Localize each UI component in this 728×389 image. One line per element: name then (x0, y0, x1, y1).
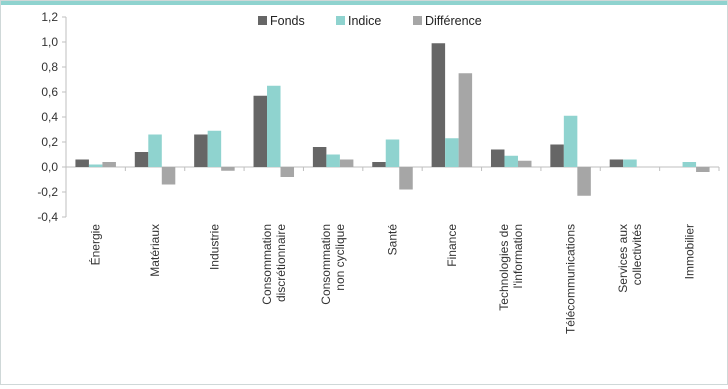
y-axis-tick-labels: -0,4 -0,2 0,0 0,2 0,4 0,6 0,8 1,0 1,2 (37, 10, 58, 224)
y-tick-label: 1,2 (41, 10, 58, 24)
y-tick-label: 0,4 (41, 110, 58, 124)
bar-diffrence-1 (161, 167, 176, 185)
bar-fonds-9 (609, 159, 624, 167)
bar-fonds-4 (312, 147, 327, 167)
bar-indice-2 (207, 130, 222, 167)
legend-swatch-indice (336, 16, 345, 25)
legend-label: Indice (348, 14, 381, 28)
x-category-label: Finance (445, 224, 459, 267)
bar-indice-8 (563, 115, 578, 167)
x-category-label-line: Matériaux (148, 224, 162, 277)
chart-axes (62, 16, 720, 218)
y-tick-label: -0,4 (37, 210, 58, 224)
x-category-label-line: Services aux (616, 224, 630, 293)
x-category-label: Services aux collectivités (616, 224, 644, 293)
x-category-label-line: Santé (386, 224, 400, 256)
bar-fonds-6 (431, 43, 446, 167)
bar-fonds-7 (490, 149, 505, 167)
x-category-label-line: Technologies de (497, 224, 511, 311)
y-tick-label: 0,8 (41, 60, 58, 74)
bar-fonds-0 (75, 159, 89, 167)
x-category-label-line: l'information (511, 224, 525, 288)
x-category-label-line: Finance (445, 224, 459, 267)
bar-diffrence-2 (221, 167, 235, 171)
x-axis-category-labels: Énergie Matériaux Industrie Consommation dis… (88, 224, 697, 334)
bar-indice-4 (326, 154, 340, 167)
x-category-label-line: Consommation (260, 224, 274, 305)
y-tick-label: 0,0 (41, 160, 58, 174)
legend-label: Différence (425, 14, 482, 28)
bar-indice-1 (148, 134, 162, 167)
chart-bars (75, 43, 710, 196)
y-tick-label: -0,2 (37, 185, 58, 199)
bar-indice-6 (445, 138, 459, 167)
bar-fonds-8 (550, 144, 564, 167)
x-category-label: Télécommunications (564, 224, 578, 334)
bar-diffrence-8 (577, 167, 591, 196)
bar-indice-5 (385, 139, 400, 167)
y-tick-label: 0,6 (41, 85, 58, 99)
chart-legend: Fonds Indice Différence (258, 14, 482, 28)
x-category-label: Consommation non cyclique (319, 224, 347, 305)
legend-swatch-diffrence (413, 16, 422, 25)
legend-swatch-fonds (258, 16, 267, 25)
x-category-label: Énergie (88, 224, 103, 266)
bar-diffrence-6 (458, 73, 473, 167)
x-category-label: Santé (386, 224, 400, 256)
bar-fonds-5 (372, 162, 386, 167)
bar-diffrence-0 (102, 162, 116, 167)
x-category-label-line: discrétionnaire (274, 224, 288, 302)
x-category-label-line: collectivités (630, 224, 644, 285)
bar-diffrence-4 (339, 159, 354, 167)
top-accent-bar (0, 0, 728, 5)
y-tick-label: 1,0 (41, 35, 58, 49)
x-category-label: Matériaux (148, 224, 162, 277)
x-category-label: Industrie (207, 224, 221, 270)
bar-diffrence-7 (517, 160, 532, 167)
bar-fonds-2 (194, 134, 208, 167)
bar-indice-3 (267, 85, 281, 167)
x-category-label: Technologies de l'information (497, 224, 525, 311)
x-category-label-line: Immobilier (682, 224, 696, 279)
bar-indice-0 (88, 164, 103, 167)
y-tick-label: 0,2 (41, 135, 58, 149)
legend-label: Fonds (270, 14, 305, 28)
bar-indice-10 (682, 162, 697, 167)
x-category-label: Immobilier (682, 224, 696, 279)
x-category-label-line: Télécommunications (564, 224, 578, 334)
x-category-label-line: non cyclique (333, 224, 347, 291)
bar-diffrence-10 (696, 167, 710, 172)
bar-fonds-1 (134, 152, 149, 167)
x-category-label: Consommation discrétionnaire (260, 224, 288, 305)
bar-indice-9 (623, 159, 637, 167)
x-category-label-line: Consommation (319, 224, 333, 305)
x-category-label-line: Industrie (207, 224, 221, 270)
bar-diffrence-3 (280, 167, 295, 177)
bar-diffrence-5 (399, 167, 413, 190)
bar-indice-7 (504, 155, 518, 167)
x-category-label-line: Énergie (88, 224, 103, 266)
bar-fonds-3 (253, 95, 268, 167)
